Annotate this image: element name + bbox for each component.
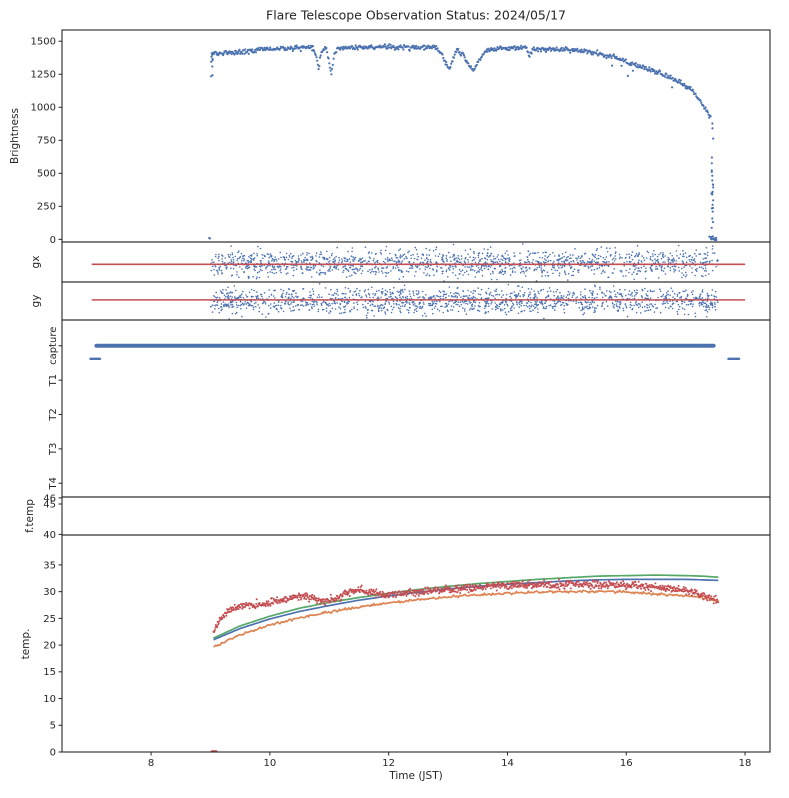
panel-gy-plot-area	[91, 283, 746, 320]
y-axis-label-gy: gy	[30, 294, 42, 308]
panel-brightness-plot-area	[208, 43, 718, 242]
panel-gx-plot-area	[91, 243, 746, 282]
x-tick-label: 16	[620, 758, 633, 769]
y-tick-label: 20	[43, 641, 56, 652]
y-tick-label: 0	[50, 747, 56, 758]
y-tick-label: 35	[43, 560, 56, 571]
y-tick-label: 46	[43, 493, 56, 504]
y-axis-label-temp: temp.	[20, 628, 32, 660]
y-tick-label: T3	[48, 443, 59, 456]
series-brightness	[210, 43, 712, 119]
y-tick-label: 5	[50, 721, 56, 732]
panel-frame	[61, 29, 771, 243]
x-tick-label: 10	[264, 758, 277, 769]
panel-gy	[61, 281, 771, 321]
panel-capture-plot-area	[89, 343, 741, 361]
x-tick-label: 8	[148, 758, 154, 769]
panel-gx	[61, 241, 771, 283]
panel-frame	[61, 534, 771, 753]
y-tick-label: 750	[37, 136, 56, 147]
y-axis-label-brightness: Brightness	[9, 108, 21, 164]
series-temp-blue	[213, 578, 719, 641]
panel-brightness: 0 250 500 750 1000 1250 1500	[31, 29, 771, 246]
panel-temp: 0 5 10 15 20 25 30 35	[43, 534, 771, 758]
x-tick-label: 12	[382, 758, 395, 769]
y-tick-label: 45	[43, 499, 56, 510]
y-tick-label: 40	[43, 530, 56, 541]
y-tick-label: 1000	[31, 103, 56, 114]
y-tick-label: capture	[48, 327, 59, 365]
y-tick-label: 30	[43, 587, 56, 598]
x-tick-label: 14	[501, 758, 514, 769]
y-tick-label: 1250	[31, 70, 56, 81]
panel-capture: capture T1 T2 T3 T4	[48, 319, 771, 498]
panel-frame	[61, 496, 771, 536]
y-tick-label: 10	[43, 694, 56, 705]
y-tick-label: T2	[48, 408, 59, 421]
y-tick-label: 15	[43, 667, 56, 678]
y-tick-label: 250	[37, 202, 56, 213]
series-temp-red	[212, 578, 720, 634]
y-tick-label: 1500	[31, 37, 56, 48]
y-axis-label-gx: gx	[30, 255, 42, 269]
y-tick-label: 0	[50, 235, 56, 246]
y-tick-label: 25	[43, 614, 56, 625]
y-tick-label: T1	[48, 374, 59, 387]
x-axis-label: Time (JST)	[389, 770, 443, 782]
y-axis-label-ftemp: f.temp	[24, 499, 36, 533]
x-tick-label: 18	[739, 758, 752, 769]
series-gx-scatter	[210, 243, 719, 282]
series-temp-orange	[213, 589, 720, 648]
y-tick-label: T4	[48, 477, 59, 490]
series-gy-scatter	[209, 283, 719, 320]
chart-title: Flare Telescope Observation Status: 2024…	[266, 7, 566, 23]
panel-temp-plot-area	[210, 574, 720, 752]
y-tick-label: 500	[37, 169, 56, 180]
